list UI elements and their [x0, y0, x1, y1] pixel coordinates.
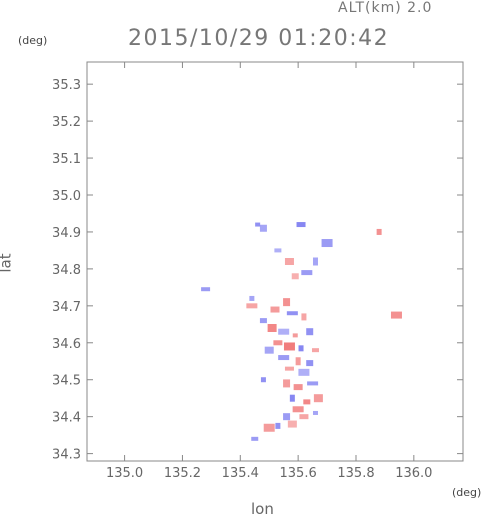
data-cell [306, 328, 314, 336]
data-cell [295, 357, 301, 366]
data-cell [260, 377, 266, 383]
data-cell [293, 384, 303, 391]
y-axis-unit: (deg) [18, 34, 48, 47]
x-tick-label: 135.8 [337, 466, 374, 481]
altitude-label: ALT(km) 2.0 [338, 0, 433, 16]
y-tick-label: 34.4 [52, 411, 81, 426]
data-cell [275, 422, 281, 429]
y-tick-label: 35.3 [52, 78, 81, 93]
plot-frame [86, 61, 464, 462]
x-tick-label: 135.4 [222, 466, 259, 481]
data-cell [284, 366, 294, 371]
data-cell [321, 239, 333, 248]
data-cell [390, 311, 402, 319]
data-cell [376, 228, 382, 235]
y-axis-label: lat [0, 253, 15, 273]
data-cell [286, 311, 298, 316]
x-tick-label: 135.2 [164, 466, 201, 481]
data-cell [283, 342, 295, 351]
data-cell [278, 328, 290, 335]
data-cell [289, 394, 295, 402]
y-tick-label: 35.1 [52, 152, 81, 167]
data-cell [313, 394, 323, 403]
data-cell [284, 258, 294, 265]
data-cell [274, 248, 282, 253]
chart-marks-layer [201, 222, 402, 441]
y-tick-label: 35.0 [52, 189, 81, 204]
x-axis-label: lon [251, 500, 274, 518]
data-cell [267, 324, 277, 332]
y-tick-label: 34.9 [52, 226, 81, 241]
y-tick-label: 34.5 [52, 374, 81, 389]
timestamp-title: 2015/10/29 01:20:42 [128, 26, 390, 51]
data-cell [311, 348, 319, 353]
data-cell [283, 413, 291, 421]
data-cell [259, 318, 267, 324]
data-cell [263, 423, 275, 432]
data-cell [246, 303, 258, 309]
data-cell [283, 379, 291, 388]
x-tick-label: 135.0 [106, 466, 143, 481]
data-cell [251, 436, 259, 441]
data-cell [278, 355, 290, 361]
data-cell [273, 340, 283, 346]
data-cell [255, 222, 261, 227]
x-tick-label: 136.0 [395, 466, 432, 481]
data-cell [298, 368, 310, 376]
data-cell [292, 333, 298, 338]
data-cell [301, 270, 313, 276]
data-cell [299, 414, 309, 420]
data-cell [312, 410, 318, 415]
y-tick-label: 34.6 [52, 337, 81, 352]
data-cell [287, 420, 297, 428]
data-cell [298, 345, 304, 352]
data-cell [301, 313, 307, 321]
data-cell [292, 406, 304, 413]
y-tick-label: 34.8 [52, 263, 81, 278]
data-cell [283, 298, 291, 307]
data-cell [249, 295, 255, 301]
data-cell [264, 346, 274, 354]
y-tick-label: 34.7 [52, 300, 81, 315]
data-cell [303, 399, 311, 405]
data-cell [306, 360, 314, 367]
data-cell [259, 224, 267, 232]
x-tick-label: 135.6 [280, 466, 317, 481]
x-axis-unit: (deg) [452, 486, 482, 499]
data-cell [312, 257, 318, 266]
data-cell [307, 381, 319, 386]
data-cell [291, 273, 299, 280]
data-cell [201, 287, 211, 292]
data-cell [296, 222, 306, 228]
y-tick-label: 34.3 [52, 448, 81, 463]
tick-layer: 135.0 135.2 135.4 135.6 135.8 136.0 34.3 34.4 34… [52, 62, 463, 481]
data-cell [270, 306, 280, 313]
y-tick-label: 35.2 [52, 115, 81, 130]
